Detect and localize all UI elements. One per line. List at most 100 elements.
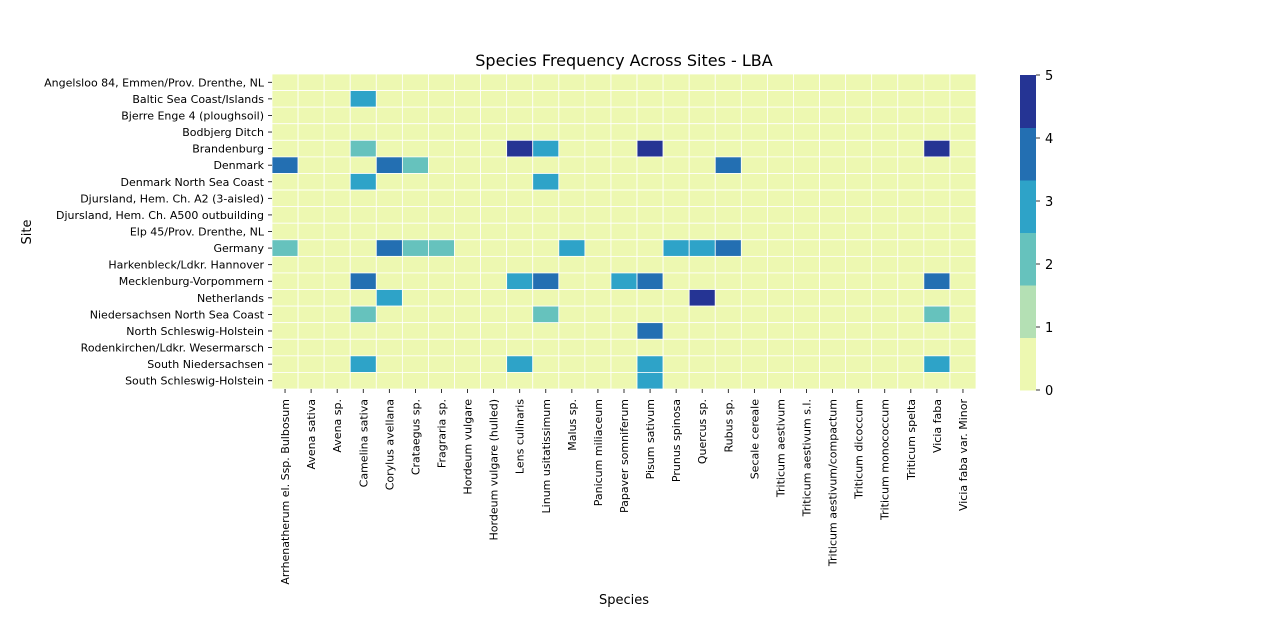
heatmap-cell [271, 73, 299, 91]
heatmap-cell [845, 239, 873, 257]
heatmap-cells [271, 73, 977, 390]
heatmap-cell [662, 189, 690, 208]
heatmap-cell [688, 123, 716, 141]
heatmap-cell [323, 305, 351, 324]
heatmap-cell [636, 289, 664, 307]
colorbar-tick-label: 2 [1045, 258, 1053, 273]
heatmap-cell [297, 355, 325, 373]
heatmap-cell [949, 173, 977, 191]
colorbar: 0 1 2 3 4 5 [1020, 69, 1053, 399]
heatmap-cell [793, 289, 820, 307]
heatmap-cell [897, 139, 925, 158]
y-tick-label: Denmark [213, 159, 264, 172]
heatmap-cell [871, 73, 899, 91]
heatmap-cell [584, 222, 612, 241]
heatmap-cell [662, 289, 690, 307]
colorbar-segment [1020, 180, 1036, 233]
heatmap-cell [740, 289, 768, 307]
heatmap-cell [584, 106, 612, 125]
y-axis-label: Site [20, 220, 35, 245]
heatmap-cell [740, 189, 768, 208]
heatmap-cell [923, 372, 951, 390]
y-tick-label: Mecklenburg-Vorpommern [119, 275, 264, 288]
heatmap-cell [297, 156, 325, 174]
heatmap-cell [793, 90, 820, 108]
heatmap-cell [819, 189, 847, 208]
heatmap-cell [714, 355, 742, 373]
y-tick-label: North Schleswig-Holstein [126, 325, 264, 338]
heatmap-cell [428, 189, 455, 208]
heatmap-cell [688, 372, 716, 390]
heatmap-cell [271, 372, 299, 390]
heatmap-cell [454, 156, 481, 174]
heatmap-cell [271, 206, 299, 224]
heatmap-cell [793, 106, 820, 125]
heatmap-cell [401, 239, 429, 257]
heatmap-cell [949, 255, 977, 274]
heatmap-cell [923, 272, 951, 290]
heatmap-cell [767, 255, 794, 274]
heatmap-cell [845, 372, 873, 390]
y-tick-label: South Niedersachsen [147, 358, 264, 371]
heatmap-cell [740, 156, 768, 174]
heatmap-cell [375, 189, 403, 208]
heatmap-cell [688, 305, 716, 324]
heatmap-cell [871, 156, 899, 174]
y-tick-label: Niedersachsen North Sea Coast [90, 308, 265, 321]
heatmap-cell [871, 206, 899, 224]
colorbar-segment [1020, 337, 1036, 391]
heatmap-cell [584, 90, 612, 108]
heatmap-cell [323, 239, 351, 257]
heatmap-cell [428, 322, 455, 340]
heatmap-cell [610, 123, 638, 141]
heatmap-cell [949, 239, 977, 257]
heatmap-cell [532, 206, 560, 224]
heatmap-cell [480, 156, 508, 174]
heatmap-cell [349, 322, 377, 340]
heatmap-cell [767, 123, 794, 141]
heatmap-cell [923, 73, 951, 91]
heatmap-cell [349, 355, 377, 373]
heatmap-cell [767, 272, 794, 290]
heatmap-cell [610, 305, 638, 324]
x-tick-label: Hordeum vulgare (hulled) [488, 399, 501, 540]
heatmap-cell [662, 255, 690, 274]
heatmap-cell [428, 305, 455, 324]
heatmap-cell [949, 322, 977, 340]
heatmap-cell [897, 255, 925, 274]
heatmap-cell [845, 305, 873, 324]
heatmap-cell [767, 322, 794, 340]
heatmap-cell [897, 106, 925, 125]
heatmap-cell [454, 305, 481, 324]
heatmap-cell [323, 206, 351, 224]
heatmap-cell [793, 73, 820, 91]
heatmap-cell [428, 239, 455, 257]
heatmap-cell [454, 289, 481, 307]
heatmap-cell [297, 305, 325, 324]
x-axis-ticks: Arrhenatherum el. Ssp. Bulbosum Avena sat… [279, 389, 970, 585]
heatmap-cell [532, 156, 560, 174]
heatmap-cell [714, 322, 742, 340]
heatmap-cell [532, 338, 560, 357]
heatmap-cell [819, 90, 847, 108]
heatmap-cell [610, 272, 638, 290]
x-tick-label: Vicia faba var. Minor [957, 399, 970, 512]
heatmap-cell [819, 305, 847, 324]
heatmap-cell [714, 73, 742, 91]
heatmap-cell [297, 106, 325, 125]
heatmap-cell [740, 139, 768, 158]
y-tick-label: Germany [213, 242, 264, 255]
x-tick-label: Triticum aestivum [774, 399, 787, 498]
heatmap-cell [949, 372, 977, 390]
heatmap-cell [323, 123, 351, 141]
heatmap-cell [480, 372, 508, 390]
heatmap-cell [506, 73, 534, 91]
x-tick-label: Pisum sativum [644, 399, 657, 479]
heatmap-cell [793, 239, 820, 257]
heatmap-cell [610, 206, 638, 224]
heatmap-cell [767, 289, 794, 307]
heatmap-cell [636, 139, 664, 158]
heatmap-cell [454, 139, 481, 158]
heatmap-cell [349, 372, 377, 390]
heatmap-cell [923, 123, 951, 141]
